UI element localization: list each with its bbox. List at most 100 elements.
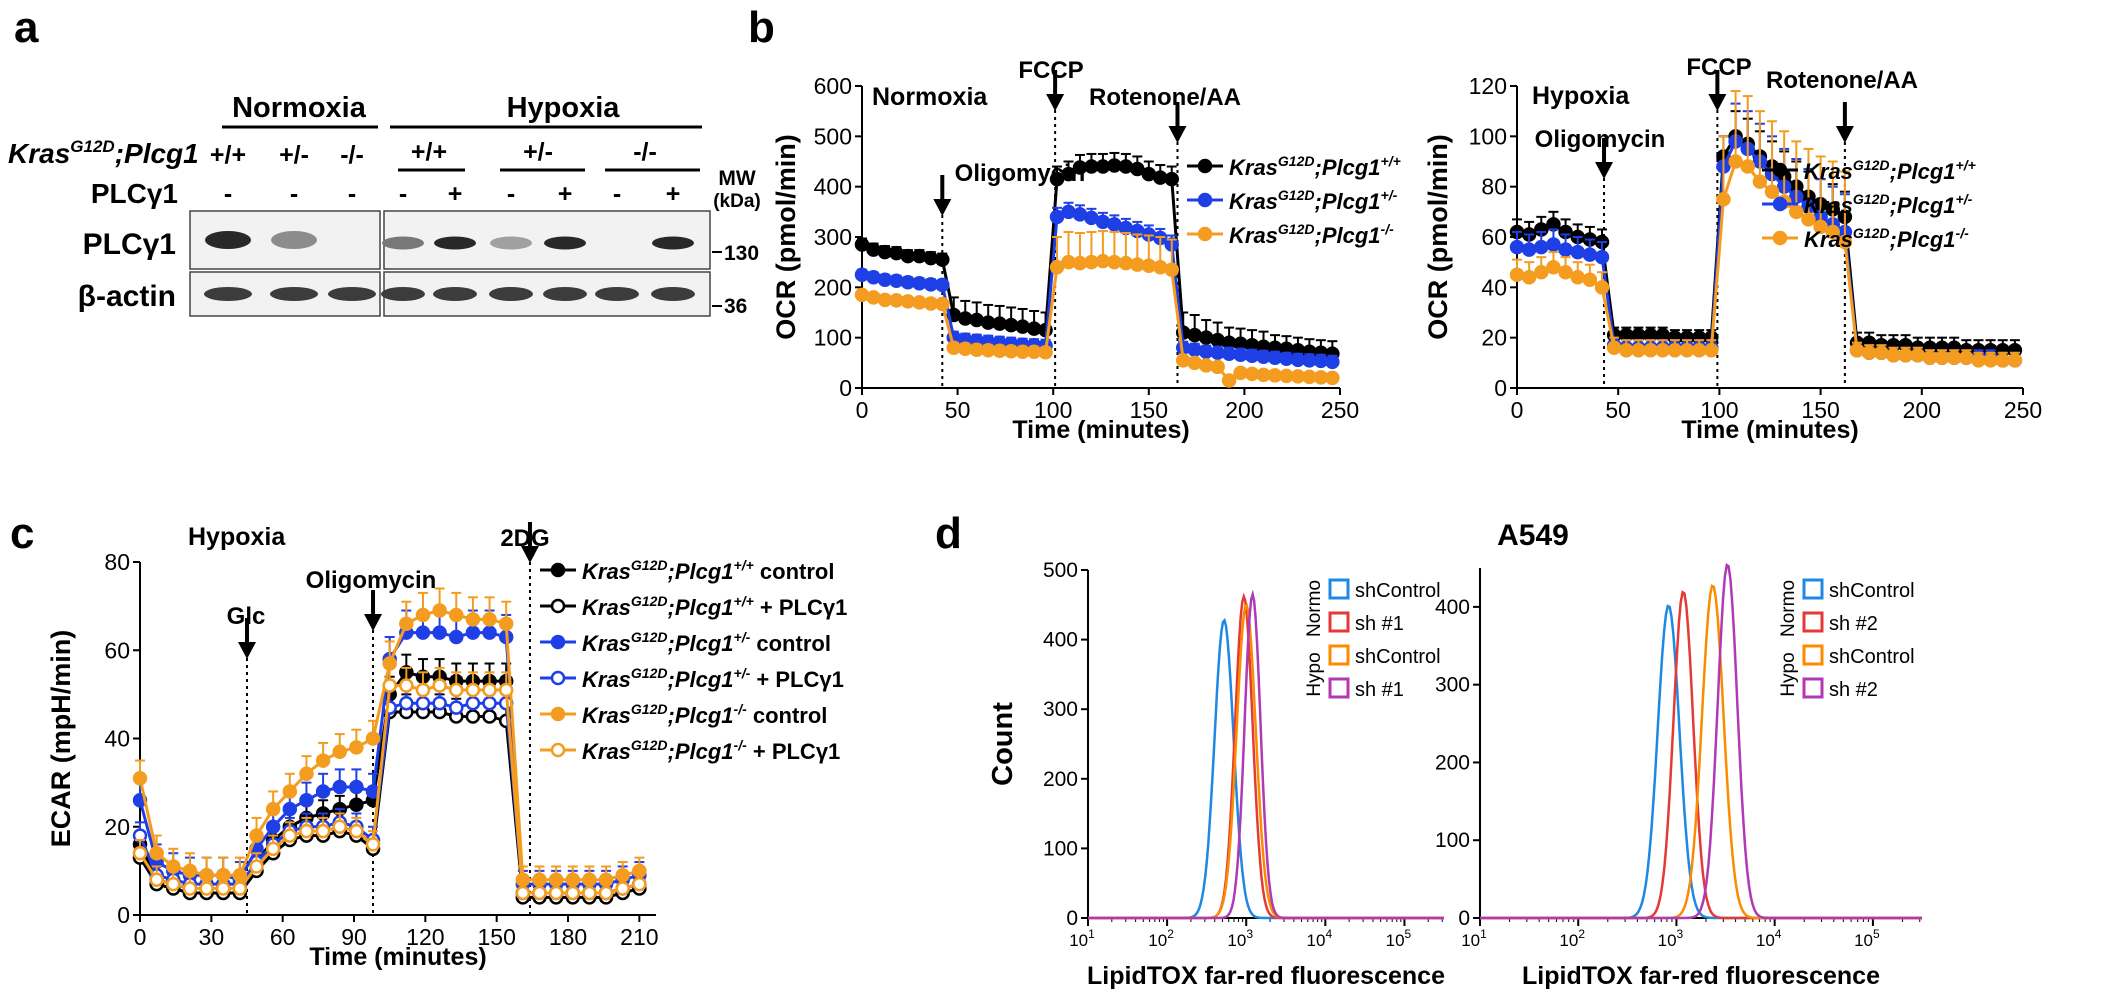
data-point (866, 270, 881, 285)
data-point (935, 296, 950, 312)
data-point (1107, 254, 1122, 270)
data-point (1084, 159, 1099, 174)
legend-label: sh #1 (1355, 679, 1404, 701)
series-line (138, 701, 640, 895)
x-axis-label: Time (minutes) (309, 943, 486, 971)
chart-title: Hypoxia (1532, 82, 1630, 110)
normoxia-plc-sign: - (290, 180, 298, 208)
data-point (1594, 249, 1610, 265)
actin-band-normoxia (204, 287, 252, 301)
data-point (1740, 159, 1755, 174)
data-point (1130, 257, 1145, 272)
x-tick-label: 101 (1069, 927, 1095, 950)
legend-marker (1197, 192, 1213, 208)
injection-label: Rotenone/AA (1766, 67, 1918, 94)
data-point (1210, 359, 1225, 375)
data-point (1874, 345, 1889, 361)
data-point (1570, 244, 1585, 260)
x-tick-label: 103 (1658, 927, 1684, 950)
legend-marker (1197, 226, 1213, 242)
data-point (598, 885, 614, 901)
injection-arrowhead (1046, 94, 1065, 111)
y-tick-label: 100 (1469, 123, 1507, 149)
data-point (1679, 343, 1695, 358)
data-point (432, 695, 447, 711)
chart-title: Hypoxia (188, 523, 286, 551)
data-point (1886, 348, 1901, 363)
x-tick-label: 100 (1034, 397, 1072, 423)
data-point (1233, 347, 1248, 363)
data-point (482, 682, 497, 698)
data-point (1606, 340, 1622, 355)
data-point (935, 277, 950, 293)
data-point (149, 872, 164, 887)
data-point (980, 343, 996, 358)
legend-label: KrasG12D;Plcg1+/+ (1229, 153, 1401, 180)
legend-box (1328, 578, 1350, 600)
data-point (615, 881, 630, 896)
data-point (265, 841, 281, 857)
legend-label: KrasG12D;Plcg1+/- control (582, 629, 831, 656)
data-point (182, 881, 198, 896)
data-point (332, 779, 347, 795)
legend-label: KrasG12D;Plcg1-/- + PLCγ1 (582, 737, 840, 764)
data-point (1187, 342, 1202, 357)
histogram-curve (1480, 584, 1922, 920)
x-tick-label: 104 (1756, 927, 1782, 950)
data-point (1107, 217, 1122, 232)
x-tick-label: 104 (1307, 927, 1333, 950)
legend-box (1802, 644, 1824, 666)
y-tick-label: 100 (1435, 829, 1470, 852)
data-point (1691, 343, 1707, 358)
data-point (315, 823, 331, 839)
data-point (349, 779, 364, 795)
data-point (1164, 171, 1179, 187)
data-point (1302, 369, 1317, 385)
data-point (399, 678, 414, 693)
data-point (382, 678, 397, 693)
data-point (149, 845, 164, 861)
data-point (877, 244, 893, 260)
x-tick-label: 0 (856, 397, 869, 423)
data-point (1084, 254, 1099, 270)
data-point (1983, 353, 1998, 368)
ecar-hypoxia-chart: 0 20 40 60 80 0 30 60 90 120 150 180 210 Time (minute… (46, 522, 847, 971)
data-point (1922, 350, 1938, 366)
normoxia-genotype: -/- (340, 141, 364, 169)
data-point (1667, 343, 1683, 358)
data-point (992, 316, 1007, 331)
y-tick-label: 400 (1435, 596, 1470, 619)
ocr-hypoxia-chart: 0 20 40 60 80 100 120 0 50 100 150 200 250 Time (minu… (1423, 54, 2042, 444)
legend-label: sh #1 (1355, 613, 1404, 635)
data-point (912, 248, 927, 264)
data-point (1049, 209, 1065, 225)
data-point (1210, 345, 1225, 361)
y-tick-label: 20 (104, 814, 130, 840)
data-point (1256, 349, 1271, 365)
data-point (1244, 366, 1260, 382)
injection-label: FCCP (1018, 57, 1083, 84)
data-point (2007, 353, 2023, 368)
lipidtox-histogram-1: 0 100 200 300 400 500 101 102 103 104 105 LipidTOX … (987, 519, 1569, 990)
data-point (1175, 353, 1191, 368)
data-point (1325, 354, 1340, 370)
y-tick-label: 500 (814, 123, 852, 149)
genotype-row-label: KrasG12D;Plcg1 (8, 137, 199, 169)
y-tick-label: 20 (1481, 325, 1507, 351)
data-point (1279, 368, 1294, 384)
data-point (1619, 343, 1634, 358)
x-tick-label: 50 (945, 397, 971, 423)
data-point (1789, 204, 1804, 220)
injection-arrowhead (1595, 162, 1614, 179)
data-point (1716, 192, 1731, 207)
data-point (1861, 345, 1877, 361)
data-point (957, 311, 973, 326)
blot-row-label-actin: β-actin (78, 280, 176, 313)
data-point (1995, 353, 2011, 368)
data-point (980, 315, 996, 330)
injection-label: Glc (227, 603, 266, 630)
x-tick-label: 0 (1511, 397, 1524, 423)
hypo-condition-label: Hypo (1778, 652, 1799, 696)
y-axis-label: Count (987, 702, 1019, 786)
x-tick-label: 50 (1605, 397, 1631, 423)
